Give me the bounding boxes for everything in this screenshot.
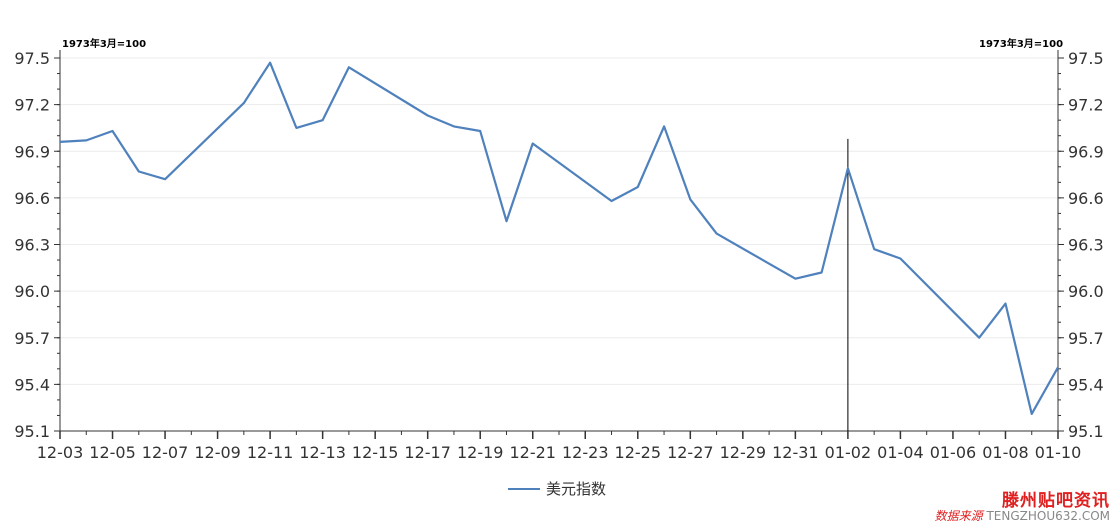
- axes: [59, 50, 1059, 432]
- x-tick-label: 01-04: [877, 443, 924, 462]
- x-tick-label: 12-25: [615, 443, 662, 462]
- y-axis-left: 97.5 97.2 96.9 96.6 96.3 96.0 95.7 95.4 95.1: [14, 49, 60, 441]
- y-tick-label: 96.3: [14, 236, 50, 255]
- data-point: [847, 167, 849, 169]
- data-point: [899, 257, 901, 259]
- data-point: [269, 61, 271, 63]
- y-tick-label: 96.6: [1068, 189, 1104, 208]
- x-tick-label: 12-05: [89, 443, 136, 462]
- y-tick-label: 95.1: [1068, 422, 1104, 441]
- x-tick-label: 12-23: [562, 443, 609, 462]
- watermark-subtitle: 数据来源 TENGZHOU632.COM: [935, 510, 1110, 523]
- y-tick-label: 95.7: [14, 329, 50, 348]
- data-point: [453, 125, 455, 127]
- legend[interactable]: 美元指数: [508, 478, 606, 499]
- y-tick-label: 96.9: [1068, 142, 1104, 161]
- x-tick-label: 01-10: [1035, 443, 1082, 462]
- x-tick-label: 01-02: [825, 443, 872, 462]
- data-point: [1031, 413, 1033, 415]
- y-tick-label: 96.3: [1068, 236, 1104, 255]
- watermark-title: 滕州贴吧资讯: [1002, 490, 1110, 511]
- grid-lines: [60, 57, 1058, 385]
- data-point: [715, 232, 717, 234]
- x-tick-label: 12-17: [404, 443, 451, 462]
- y-tick-label: 95.7: [1068, 329, 1104, 348]
- x-tick-label: 12-21: [509, 443, 556, 462]
- watermark-source: 数据来源: [934, 509, 983, 524]
- x-tick-label: 12-11: [247, 443, 294, 462]
- x-axis: 12-03 12-05 12-07 12-09 12-11 12-13 12-15 12-17…: [37, 431, 1082, 462]
- legend-swatch: [508, 487, 540, 490]
- y-tick-label: 95.1: [14, 422, 50, 441]
- legend-label: 美元指数: [546, 480, 607, 498]
- x-tick-label: 12-19: [457, 443, 504, 462]
- data-point: [59, 141, 61, 143]
- x-tick-label: 01-08: [982, 443, 1029, 462]
- y-axis-unit-left: 1973年3月=100: [62, 39, 147, 50]
- y-tick-label: 97.2: [1068, 96, 1104, 115]
- data-point: [689, 198, 691, 200]
- x-tick-label: 12-29: [720, 443, 767, 462]
- y-tick-label: 95.4: [14, 375, 50, 394]
- x-tick-label: 12-09: [194, 443, 241, 462]
- data-point: [978, 337, 980, 339]
- data-point: [794, 277, 796, 279]
- watermark-site: TENGZHOU632.COM: [986, 509, 1110, 524]
- series-line: [59, 61, 1059, 415]
- y-tick-label: 97.5: [1068, 49, 1104, 68]
- y-tick-label: 97.5: [14, 49, 50, 68]
- data-point: [663, 125, 665, 127]
- data-point: [1057, 366, 1059, 368]
- watermark: 滕州贴吧资讯 数据来源 TENGZHOU632.COM: [935, 490, 1110, 523]
- data-point: [637, 186, 639, 188]
- x-tick-label: 12-07: [142, 443, 189, 462]
- x-tick-label: 12-03: [37, 443, 84, 462]
- x-tick-label: 12-27: [667, 443, 714, 462]
- data-point: [505, 220, 507, 222]
- data-point: [820, 271, 822, 273]
- data-point: [426, 114, 428, 116]
- x-tick-label: 12-15: [352, 443, 399, 462]
- y-tick-label: 96.0: [1068, 282, 1104, 301]
- data-point: [111, 130, 113, 132]
- y-axis-unit-right: 1973年3月=100: [979, 39, 1064, 50]
- y-tick-label: 96.6: [14, 189, 50, 208]
- data-point: [138, 170, 140, 172]
- y-tick-label: 96.9: [14, 142, 50, 161]
- x-tick-label: 12-31: [772, 443, 819, 462]
- y-tick-label: 95.4: [1068, 375, 1104, 394]
- data-point: [610, 200, 612, 202]
- data-point: [532, 142, 534, 144]
- data-point: [479, 130, 481, 132]
- data-point: [348, 66, 350, 68]
- y-tick-label: 96.0: [14, 282, 50, 301]
- y-tick-label: 97.2: [14, 96, 50, 115]
- series-group: [59, 61, 1059, 415]
- x-tick-label: 12-13: [299, 443, 346, 462]
- x-tick-label: 01-06: [930, 443, 977, 462]
- data-point: [873, 248, 875, 250]
- data-point: [243, 102, 245, 104]
- data-point: [295, 127, 297, 129]
- data-point: [85, 139, 87, 141]
- y-axis-right: 97.5 97.2 96.9 96.6 96.3 96.0 95.7 95.4 95.1: [1058, 49, 1104, 441]
- data-point: [1004, 302, 1006, 304]
- data-point: [321, 119, 323, 121]
- data-point: [164, 178, 166, 180]
